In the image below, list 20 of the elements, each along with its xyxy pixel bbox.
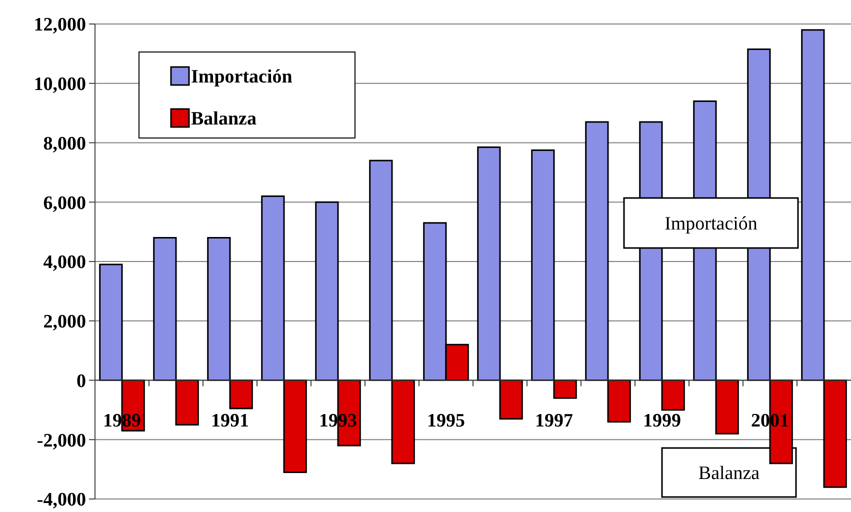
x-tick-label: 1989 (103, 410, 141, 432)
y-tick-label: 0 (76, 370, 86, 392)
y-tick-label: -2,000 (36, 430, 86, 452)
x-tick-label: 1995 (427, 410, 465, 432)
y-tick-label: 6,000 (43, 192, 86, 214)
x-tick-label: 2001 (751, 410, 789, 432)
y-tick-label: 8,000 (43, 133, 86, 154)
y-tick-label: -4,000 (36, 490, 86, 511)
x-tick-label: 1999 (643, 410, 681, 432)
y-tick-label: 12,000 (34, 14, 86, 36)
annotation: Balanza (698, 463, 760, 484)
legend-label: Importación (191, 66, 293, 88)
y-tick-label: 10,000 (34, 74, 86, 96)
y-tick-label: 4,000 (43, 252, 86, 274)
x-tick-label: 1997 (535, 410, 574, 432)
annotation: Importación (664, 214, 758, 235)
y-tick-label: 2,000 (43, 312, 86, 333)
x-tick-label: 1991 (211, 410, 249, 432)
legend-label: Balanza (191, 108, 257, 130)
x-tick-label: 1993 (319, 410, 357, 432)
